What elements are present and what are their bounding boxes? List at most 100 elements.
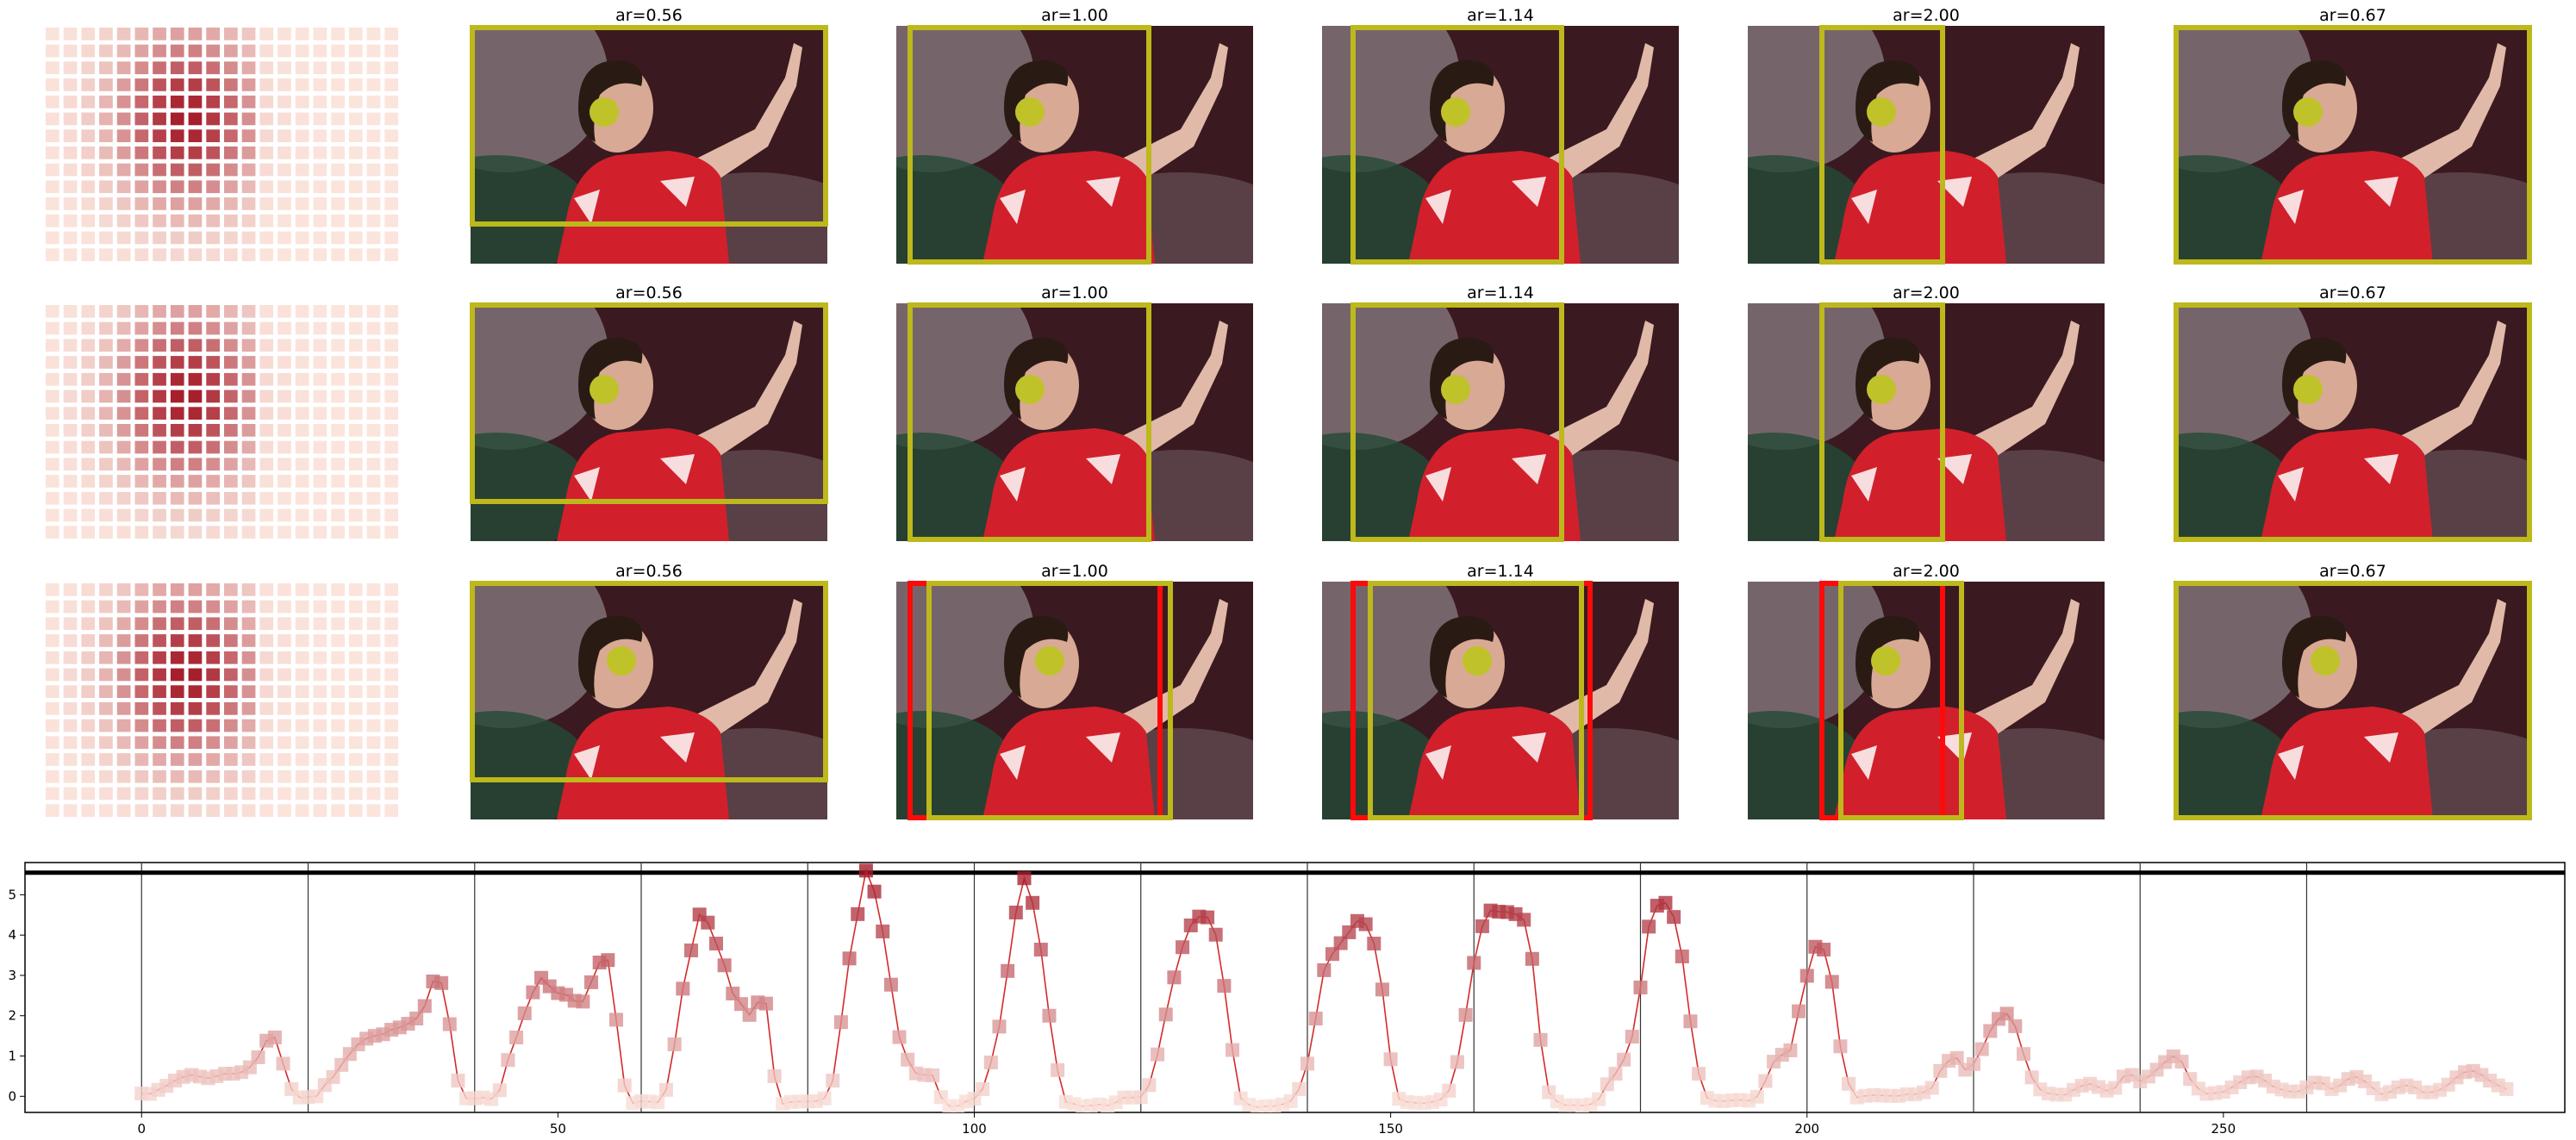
data-point — [1667, 910, 1681, 925]
heatmap-cell — [259, 44, 274, 58]
heatmap-cell — [331, 214, 345, 227]
face-marker — [607, 646, 636, 676]
heatmap-cell — [170, 407, 184, 420]
heatmap-cell — [384, 214, 398, 227]
heatmap-cell — [313, 112, 327, 126]
heatmap-cell — [259, 508, 274, 522]
heatmap-cell — [46, 508, 59, 522]
data-point — [2499, 1081, 2514, 1096]
heatmap-cell — [278, 339, 291, 352]
heatmap-cell — [295, 651, 309, 664]
data-point — [1133, 1090, 1148, 1105]
data-point — [858, 863, 873, 878]
photo-panel — [2174, 581, 2532, 820]
heatmap-cell — [46, 44, 59, 58]
heatmap-cell — [224, 475, 238, 488]
photo-thumbnail — [1748, 303, 2105, 541]
data-point — [409, 1012, 424, 1026]
heatmap-cell — [313, 440, 327, 454]
heatmap-cell — [63, 78, 78, 91]
heatmap-cell — [278, 146, 291, 159]
heatmap-cell — [99, 702, 113, 715]
heatmap-cell — [366, 491, 381, 505]
heatmap-cell — [313, 651, 327, 664]
heatmap-cell — [46, 321, 59, 335]
heatmap-cell — [241, 600, 256, 614]
heatmap-cell — [278, 112, 291, 126]
heatmap-cell — [384, 305, 398, 318]
heatmap-cell — [206, 78, 220, 91]
jersey-pattern — [574, 454, 695, 501]
heatmap-cell — [81, 95, 96, 109]
heatmap-cell — [153, 719, 166, 732]
heatmap-cell — [259, 583, 274, 596]
heatmap-cell — [170, 424, 184, 437]
heatmap-cell — [81, 214, 96, 227]
heatmap-cell — [295, 491, 309, 505]
hair-shape — [1856, 615, 1920, 698]
heatmap-cell — [295, 804, 309, 817]
jersey-pattern — [2278, 732, 2398, 780]
heatmap-cell — [116, 129, 131, 142]
heatmap-cell — [313, 321, 327, 335]
heatmap-cell — [348, 804, 363, 817]
heatmap-cell — [224, 617, 238, 631]
heatmap-cell — [170, 95, 184, 109]
crop-box — [1838, 581, 1964, 820]
photo-thumbnail — [1748, 26, 2105, 264]
data-point — [1026, 895, 1040, 910]
data-point — [1375, 982, 1389, 997]
blur-green — [1748, 433, 1868, 541]
heatmap-cell — [278, 753, 291, 766]
heatmap-cell — [116, 44, 131, 58]
heatmap-cell — [384, 372, 398, 386]
heatmap-cell — [224, 356, 238, 369]
heatmap-cell — [116, 321, 131, 335]
heatmap-cell — [384, 753, 398, 766]
data-point — [1292, 1081, 1307, 1096]
heatmap-cell — [331, 146, 345, 159]
heatmap-cell — [81, 753, 96, 766]
thumbnail-grid: ar=0.56 ar=1.00 ar=1.14 ar=2.00 ar=0.67 ar=0.… — [46, 6, 2532, 820]
heatmap-cell — [313, 146, 327, 159]
heatmap-cell — [153, 440, 166, 454]
data-point — [826, 1074, 840, 1088]
x-tick-label: 50 — [550, 1121, 566, 1137]
heatmap-cell — [331, 440, 345, 454]
heatmap-cell — [331, 407, 345, 420]
crop-box — [1350, 302, 1564, 542]
heatmap-cell — [188, 214, 203, 227]
heatmap-cell — [313, 526, 327, 539]
heatmap-cell — [134, 372, 149, 386]
heatmap-cell — [81, 248, 96, 261]
data-point — [1226, 1043, 1240, 1057]
heatmap-cell — [46, 685, 59, 698]
heatmap-cell — [63, 736, 78, 750]
heatmap-cell — [224, 321, 238, 335]
heatmap-cell — [134, 491, 149, 505]
heatmap-cell — [170, 231, 184, 245]
data-point — [1692, 1067, 1706, 1081]
heatmap-cell — [188, 197, 203, 210]
panel-title: ar=1.00 — [1041, 6, 1108, 25]
heatmap-cell — [153, 458, 166, 471]
arm-shape — [1963, 599, 2080, 745]
data-point — [1517, 913, 1531, 927]
heatmap-cell — [224, 736, 238, 750]
heatmap-cell — [63, 214, 78, 227]
heatmap-cell — [170, 440, 184, 454]
heatmap-cell — [116, 475, 131, 488]
heatmap-cell — [259, 634, 274, 647]
hair-shape — [1004, 337, 1069, 420]
heatmap-cell — [331, 28, 345, 40]
heatmap-cell — [224, 78, 238, 91]
heatmap-cell — [224, 180, 238, 194]
heatmap-cell — [99, 28, 113, 40]
heatmap-cell — [241, 769, 256, 783]
heatmap-cell — [348, 668, 363, 682]
heatmap-cell — [295, 458, 309, 471]
panel-title: ar=0.67 — [2319, 283, 2386, 302]
heatmap-cell — [188, 424, 203, 437]
heatmap-cell — [259, 95, 274, 109]
heatmap-cell — [188, 28, 203, 40]
